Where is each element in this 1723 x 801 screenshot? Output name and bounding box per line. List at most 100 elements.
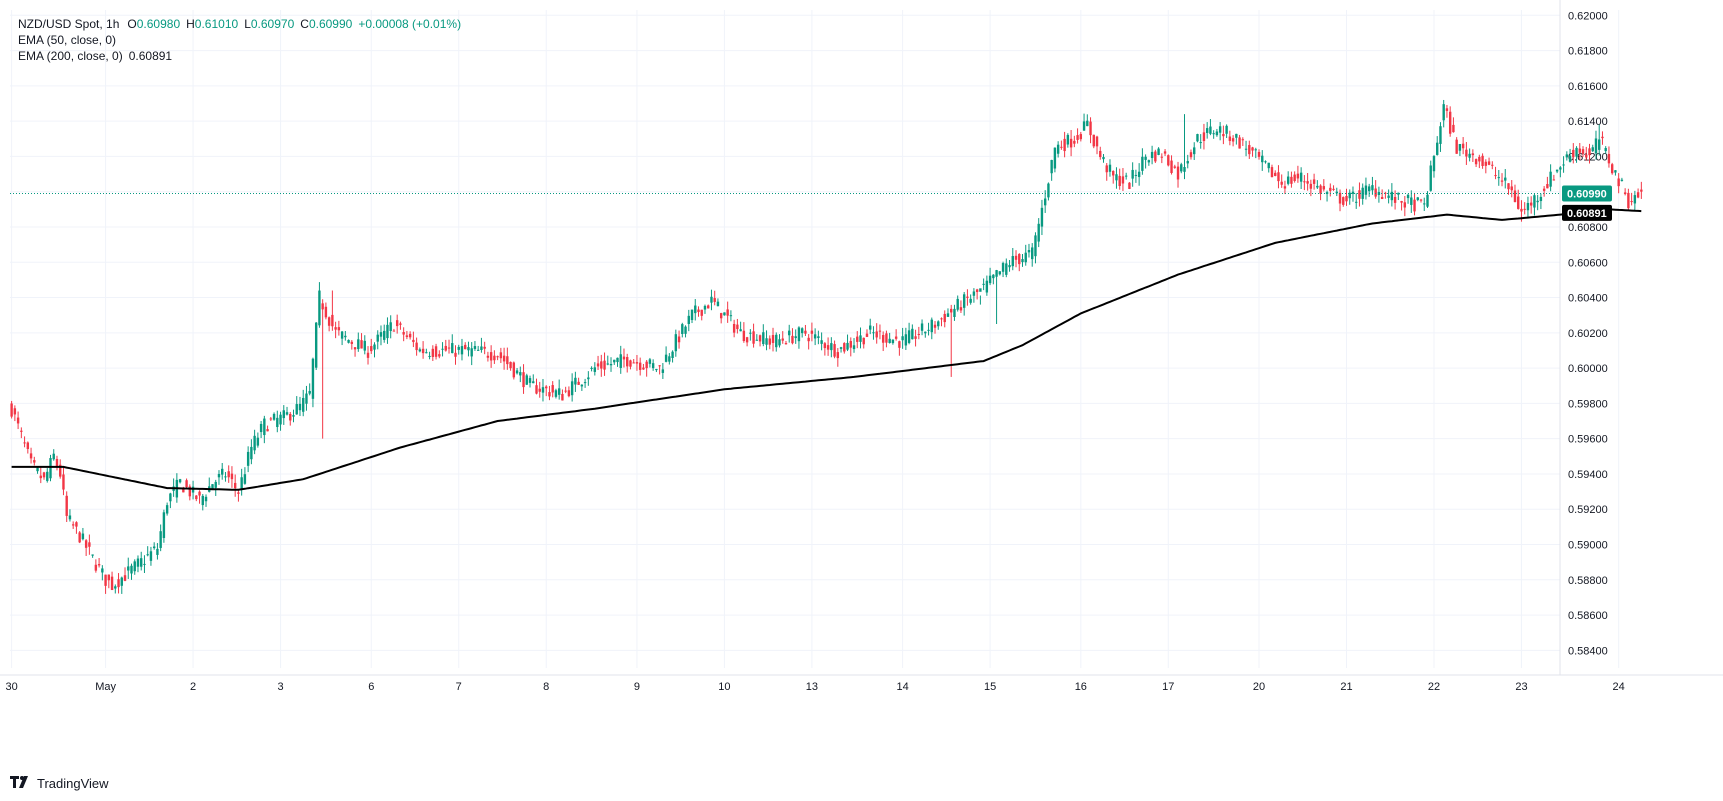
candle-body [373, 344, 376, 350]
candle-body [1157, 148, 1160, 155]
candle-body [438, 354, 441, 357]
candle-body [230, 473, 234, 480]
candle-body [198, 491, 201, 496]
candle-body [1251, 147, 1254, 151]
candle-body [360, 340, 363, 349]
candle-body [1290, 176, 1293, 184]
candle-body [1481, 155, 1484, 167]
candle-body [201, 495, 204, 506]
candle-body [29, 453, 33, 459]
candle-body [1102, 157, 1105, 160]
candle-body [658, 365, 661, 367]
candle-body [1539, 196, 1543, 202]
candle-body [765, 338, 768, 345]
legend-ema200-row[interactable]: EMA (200, close, 0) 0.60891 [18, 48, 461, 64]
candle-body [567, 390, 571, 397]
candle-body [749, 332, 752, 334]
candle-body [1108, 164, 1112, 172]
candle-body [1134, 174, 1138, 176]
symbol-label[interactable]: NZD/USD Spot, 1h [18, 17, 120, 31]
candle-body [295, 404, 298, 415]
tradingview-brand[interactable]: TradingView [10, 775, 109, 791]
candle-body [710, 296, 713, 303]
candle-body [561, 393, 564, 401]
candle-body [541, 387, 545, 393]
candle-body [807, 337, 810, 342]
candle-body [434, 346, 438, 357]
candle-body [979, 288, 982, 292]
candle-body [1235, 133, 1238, 138]
candle-body [1011, 256, 1014, 267]
candle-body [512, 362, 516, 378]
candle-body [1410, 197, 1413, 205]
candle-body [383, 330, 386, 340]
candle-body [227, 471, 230, 478]
candle-body [862, 337, 865, 345]
candle-body [1380, 196, 1384, 200]
candle-body [830, 343, 833, 351]
candle-body [1228, 136, 1232, 141]
candle-body [836, 352, 840, 359]
candle-body [1060, 146, 1063, 148]
candle-body [804, 330, 807, 334]
candle-body [114, 586, 117, 589]
candle-body [609, 363, 613, 366]
candle-body [930, 319, 933, 333]
candle-body [843, 343, 846, 352]
candle-body [327, 317, 331, 326]
candle-body [1623, 192, 1627, 195]
candle-body [224, 476, 227, 478]
candle-body [535, 385, 538, 394]
candle-body [1419, 199, 1423, 201]
candle-body [911, 328, 914, 340]
candle-body [1338, 192, 1342, 204]
candle-body [509, 361, 512, 369]
candle-body [1552, 179, 1556, 181]
candle-body [499, 352, 503, 359]
candle-body [1442, 104, 1445, 121]
candle-body [408, 333, 412, 338]
candle-body [1640, 189, 1643, 192]
candle-body [107, 574, 111, 581]
x-tick-label: 10 [718, 681, 730, 693]
candle-body [1076, 135, 1079, 140]
candle-body [331, 314, 334, 327]
x-tick-label: 22 [1428, 681, 1440, 693]
candle-body [1063, 138, 1066, 152]
candle-body [1384, 192, 1387, 194]
candle-body [1348, 192, 1351, 199]
candle-body [875, 331, 878, 338]
candle-body [1423, 203, 1426, 205]
candle-body [723, 312, 726, 316]
candle-body [619, 354, 622, 368]
candle-body [927, 329, 930, 331]
candle-body [143, 563, 146, 565]
candle-body [953, 308, 956, 317]
legend-ema50-row[interactable]: EMA (50, close, 0) [18, 32, 461, 48]
candle-body [68, 515, 72, 520]
legend-ohlc-row: NZD/USD Spot, 1h O0.60980 H0.61010 L0.60… [18, 17, 462, 31]
tradingview-logo-icon [10, 775, 32, 791]
x-tick-label: 9 [634, 681, 640, 693]
candle-body [1513, 190, 1517, 203]
candle-body [677, 336, 681, 343]
candle-body [152, 546, 156, 549]
candle-body [826, 345, 830, 350]
candle-body [454, 352, 457, 357]
candle-body [1474, 159, 1478, 165]
candle-body [1620, 179, 1624, 181]
candle-body [1491, 164, 1494, 166]
candle-body [1082, 121, 1086, 131]
candle-body [52, 453, 55, 460]
candle-body [898, 341, 901, 348]
candle-body [1465, 149, 1468, 157]
x-tick-label: 23 [1515, 681, 1527, 693]
candle-body [788, 330, 791, 336]
candle-body [668, 356, 671, 362]
candle-body [1591, 147, 1594, 152]
candle-body [1193, 147, 1196, 155]
candle-body [42, 472, 46, 478]
candle-body [1073, 140, 1076, 144]
candle-body [1180, 164, 1183, 172]
